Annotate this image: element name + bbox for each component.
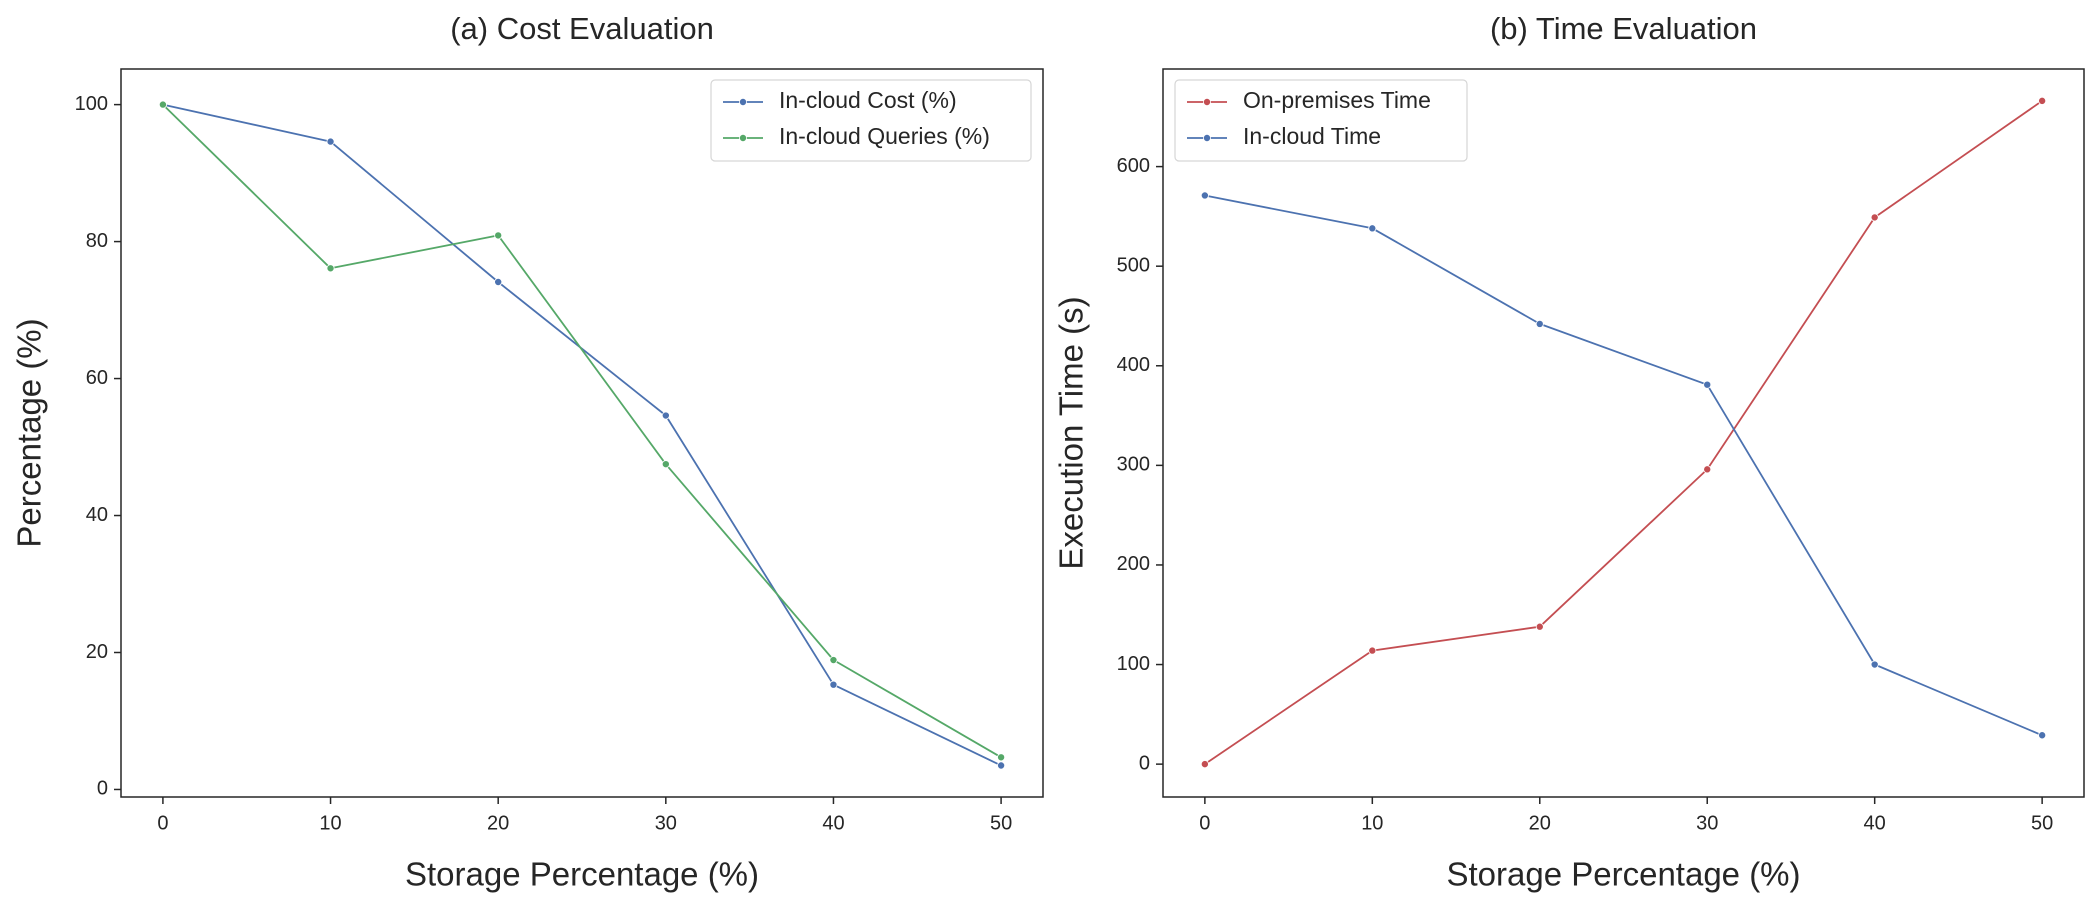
cost-legend-label: In-cloud Queries (%) (779, 123, 990, 149)
time-x-axis-label: Storage Percentage (%) (1446, 856, 1800, 893)
cost-series-line-0 (162, 103, 1002, 767)
time-series-line-0 (1204, 100, 2043, 765)
cost-y-axis-label: Percentage (%) (11, 318, 48, 547)
time-series-line-1 (1204, 194, 2043, 737)
time-x-tick-label: 30 (1696, 812, 1718, 834)
time-y-tick-label: 600 (1117, 155, 1150, 177)
cost-data-point (997, 753, 1006, 762)
cost-chart-title: (a) Cost Evaluation (450, 11, 714, 46)
time-x-tick-label: 0 (1199, 812, 1210, 834)
cost-legend-swatch-marker (739, 133, 748, 142)
time-x-tick-label: 40 (1864, 812, 1886, 834)
cost-data-point (158, 100, 167, 109)
time-data-point (1535, 622, 1544, 631)
time-x-tick-label: 10 (1361, 812, 1383, 834)
cost-y-tick-label: 0 (97, 778, 108, 800)
time-data-point (2038, 96, 2047, 105)
time-data-point (1368, 224, 1377, 233)
cost-y-tick-label: 100 (75, 93, 108, 115)
time-y-tick-label: 500 (1117, 254, 1150, 276)
cost-chart: (a) Cost Evaluation 0 10 20 30 40 50 0 20 40 60 80 1… (11, 11, 1044, 893)
time-x-tick-label: 20 (1529, 812, 1551, 834)
cost-legend-frame (710, 79, 1032, 162)
cost-data-point (997, 761, 1006, 770)
cost-plot-frame (120, 68, 1044, 798)
cost-x-tick-label: 40 (822, 812, 844, 834)
time-data-point (1703, 380, 1712, 389)
cost-x-tick-label: 20 (487, 812, 509, 834)
time-data-point (1535, 319, 1544, 328)
cost-y-tick-label: 80 (86, 230, 108, 252)
time-legend: On-premises Time In-cloud Time (1174, 79, 1468, 162)
time-data-point (1870, 660, 1879, 669)
cost-y-tick-label: 60 (86, 367, 108, 389)
time-data-point (1200, 191, 1209, 200)
cost-x-tick-label: 50 (990, 812, 1012, 834)
cost-x-tick-label: 0 (157, 812, 168, 834)
cost-data-point (494, 231, 503, 240)
cost-data-point (829, 656, 838, 665)
time-data-point (1200, 760, 1209, 769)
cost-data-point (494, 277, 503, 286)
time-y-tick-label: 0 (1139, 752, 1150, 774)
cost-y-tick-label: 20 (86, 641, 108, 663)
cost-x-tick-label: 10 (319, 812, 341, 834)
time-legend-label: On-premises Time (1243, 87, 1431, 113)
cost-data-point (661, 460, 670, 469)
time-legend-label: In-cloud Time (1243, 123, 1381, 149)
time-data-point (1870, 213, 1879, 222)
cost-legend-label: In-cloud Cost (%) (779, 87, 957, 113)
cost-y-tick-label: 40 (86, 504, 108, 526)
cost-data-point (326, 264, 335, 273)
time-plot-frame (1162, 68, 2085, 798)
time-x-tick-label: 50 (2031, 812, 2053, 834)
time-chart-title: (b) Time Evaluation (1490, 11, 1757, 46)
time-y-tick-label: 100 (1117, 653, 1150, 675)
cost-data-point (829, 680, 838, 689)
time-data-point (1368, 646, 1377, 655)
cost-x-tick-label: 30 (655, 812, 677, 834)
time-data-point (1703, 465, 1712, 474)
time-y-tick-label: 200 (1117, 553, 1150, 575)
time-legend-swatch-marker (1203, 98, 1212, 107)
time-legend-swatch-marker (1203, 133, 1212, 142)
cost-legend: In-cloud Cost (%) In-cloud Queries (%) (710, 79, 1032, 162)
time-data-point (2038, 731, 2047, 740)
time-y-tick-label: 300 (1117, 454, 1150, 476)
cost-data-point (326, 137, 335, 146)
time-legend-frame (1174, 79, 1468, 162)
time-y-tick-label: 400 (1117, 354, 1150, 376)
cost-series-line-1 (162, 103, 1002, 759)
time-y-axis-label: Execution Time (s) (1053, 296, 1090, 569)
cost-x-axis-label: Storage Percentage (%) (405, 856, 759, 893)
cost-legend-swatch-marker (739, 98, 748, 107)
cost-data-point (661, 411, 670, 420)
